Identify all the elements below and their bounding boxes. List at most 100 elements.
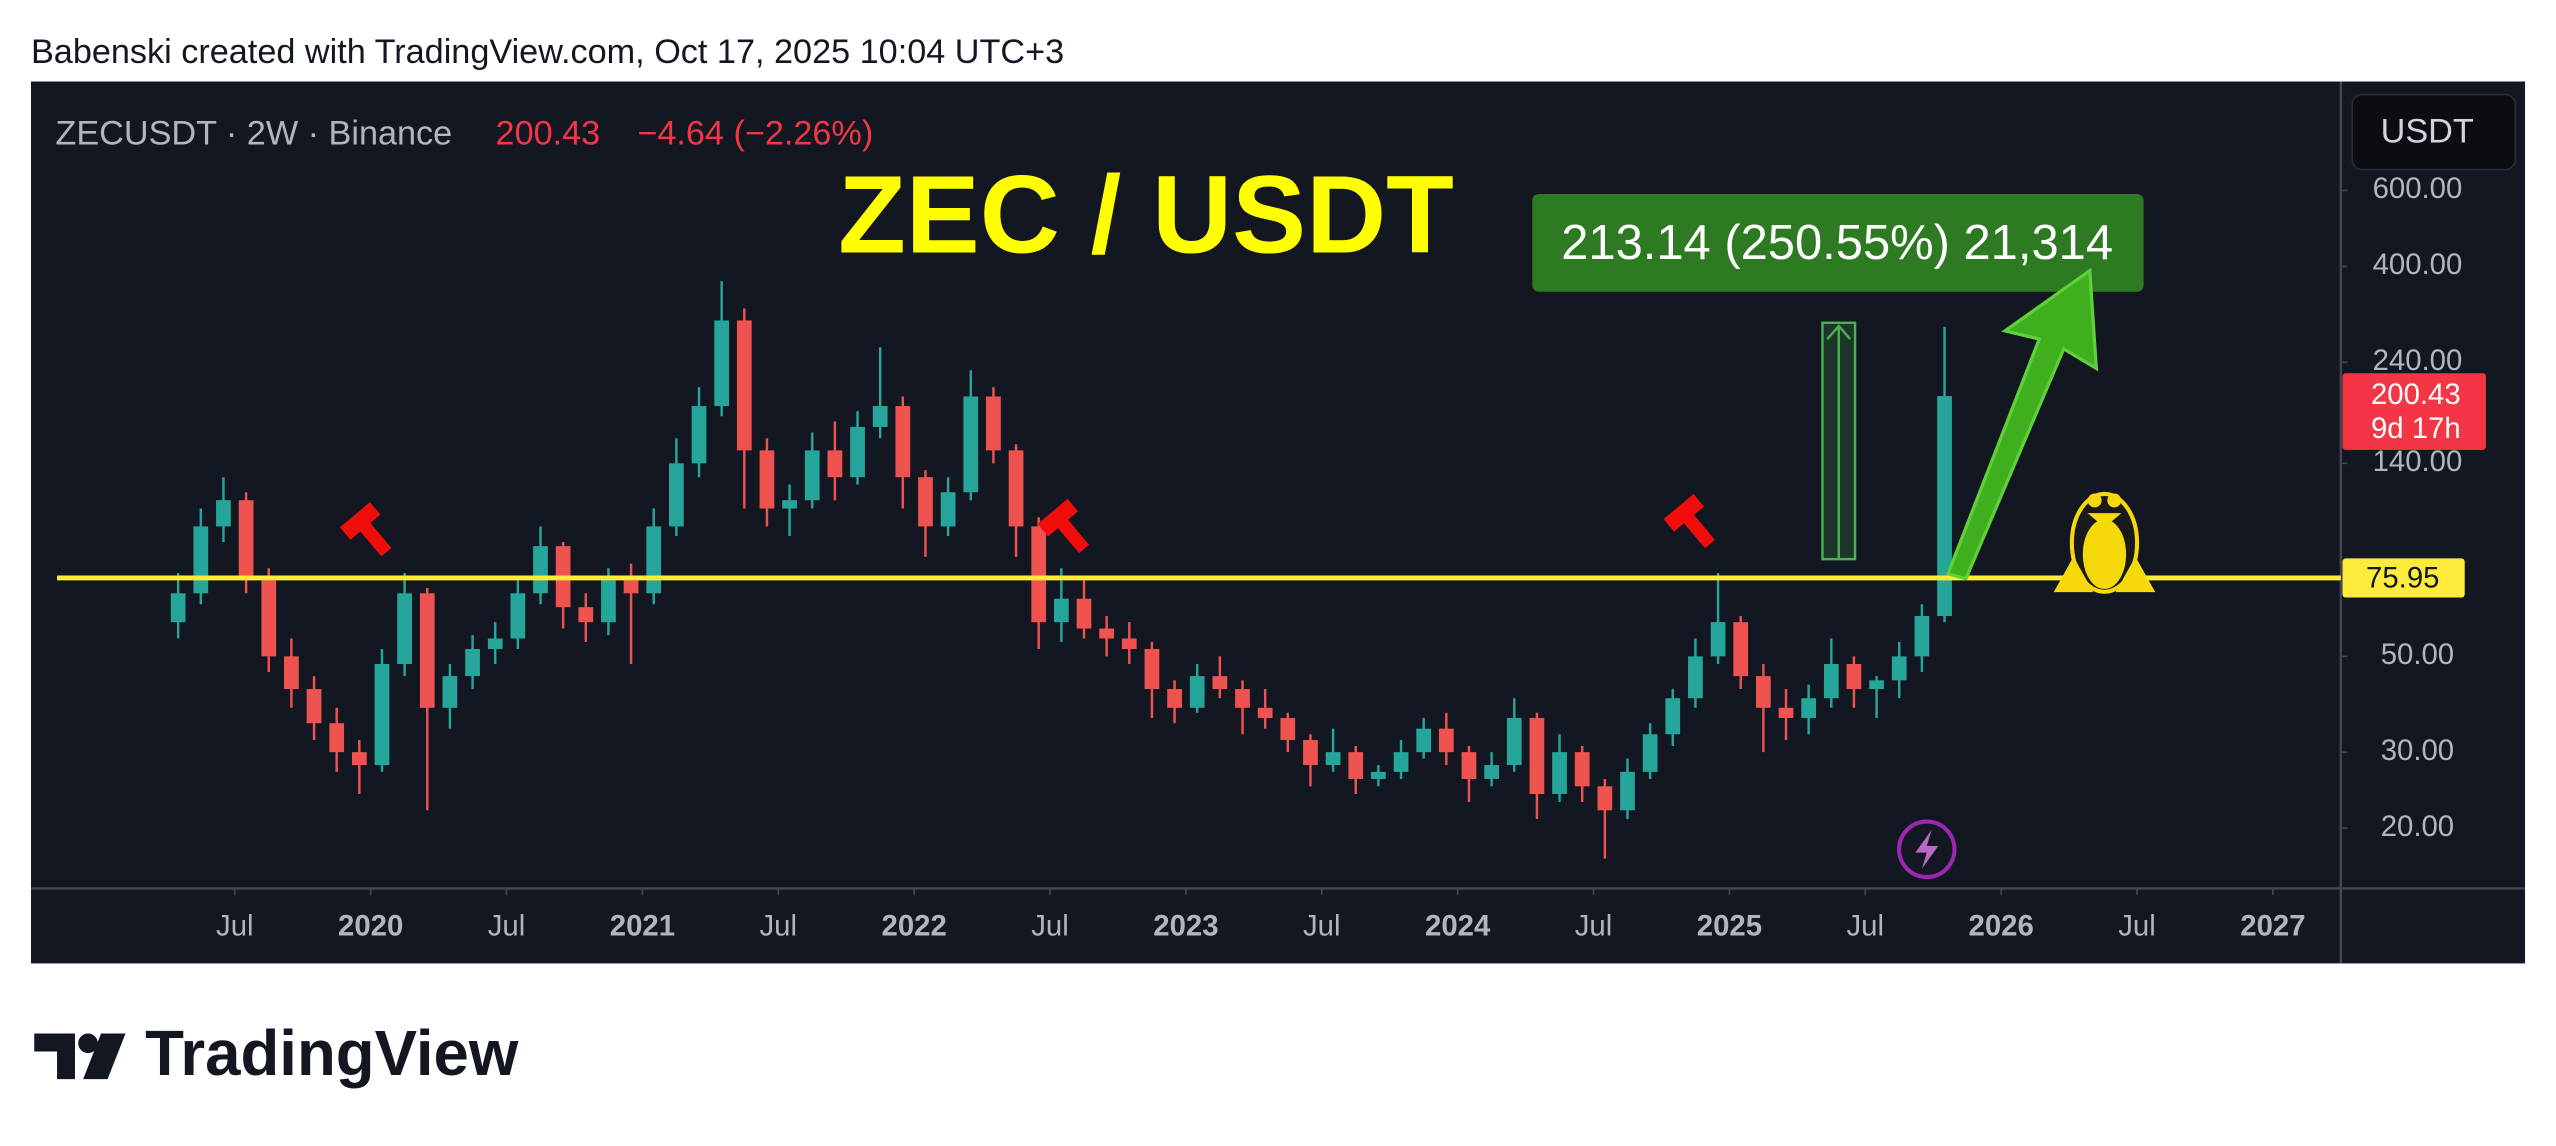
candle-body	[329, 723, 345, 753]
measure-arrow-head	[1826, 324, 1852, 340]
y-tick-label: 140.00	[2373, 445, 2463, 478]
candle-body	[578, 607, 594, 623]
candle-body	[918, 477, 933, 527]
candle-body	[465, 649, 480, 677]
y-tick-label: 20.00	[2381, 810, 2454, 843]
candle-body	[510, 593, 526, 639]
candle-body	[1371, 771, 1386, 779]
candle-body	[827, 450, 843, 478]
y-tick-label: 30.00	[2381, 734, 2454, 767]
candle-body	[1212, 676, 1228, 690]
x-tick-label: Jul	[216, 909, 253, 942]
candle-body	[1235, 689, 1250, 708]
candle-body	[1325, 752, 1341, 766]
candle-body	[351, 752, 367, 766]
brand-logo	[34, 1033, 126, 1080]
candle-body	[736, 320, 752, 451]
candle-body	[1076, 598, 1092, 629]
candle-body	[284, 656, 299, 690]
candle-body	[1778, 707, 1794, 718]
candle-body	[1438, 728, 1454, 753]
candle-body	[216, 500, 231, 527]
candle-body	[1620, 771, 1635, 811]
candle-body	[804, 450, 820, 501]
candle-body	[1257, 707, 1273, 718]
candle-body	[1144, 649, 1160, 690]
candle-body	[170, 593, 186, 623]
brand-name: TradingView	[145, 1018, 519, 1089]
x-tick-label: Jul	[1303, 909, 1340, 942]
candle-body	[1303, 740, 1318, 766]
candle-body	[1914, 616, 1930, 657]
x-tick-label: 2024	[1425, 909, 1491, 942]
y-tick-label: 50.00	[2381, 638, 2454, 671]
candle-body	[1099, 628, 1114, 639]
candle-body	[374, 664, 390, 766]
candle-body	[1461, 752, 1477, 779]
candle-body	[1121, 638, 1137, 650]
candle-body	[1189, 676, 1205, 708]
up-arrow	[1945, 267, 2099, 581]
currency-button[interactable]	[2351, 93, 2517, 171]
candle-body	[1416, 728, 1432, 753]
level-label-box	[2342, 558, 2465, 598]
candle-body	[397, 593, 412, 665]
candle-body	[533, 546, 548, 594]
candle-body	[1801, 698, 1817, 718]
candle-body	[782, 500, 797, 509]
candle-body	[850, 426, 865, 478]
candle-body	[623, 580, 639, 594]
chart-title: ZEC / USDT	[838, 154, 1454, 277]
x-tick-label: 2020	[338, 909, 403, 942]
plot-area: 600.00 400.00 240.00 140.00 50.00 30.00 20.00 J…	[57, 172, 2486, 942]
candle-body	[1393, 752, 1409, 772]
x-tick-label: Jul	[2118, 909, 2155, 942]
x-tick-label: Jul	[1847, 909, 1884, 942]
candle-body	[1733, 622, 1749, 677]
candle-body	[986, 396, 1001, 451]
candle-body	[940, 492, 956, 527]
candle-body	[1008, 450, 1024, 527]
candle-body	[1506, 717, 1522, 766]
candle-body	[1529, 717, 1545, 794]
candle-body	[1167, 689, 1182, 708]
x-tick-label: 2026	[1969, 909, 2034, 942]
candle-body	[238, 500, 254, 581]
candle-body	[1031, 526, 1047, 623]
candle-body	[1053, 598, 1069, 623]
currency-button-label[interactable]: USDT	[2381, 113, 2474, 151]
measure-box	[1532, 193, 2144, 292]
candle-body	[1869, 680, 1884, 690]
x-tick-label: 2027	[2240, 909, 2305, 942]
candle-body	[1846, 664, 1862, 690]
candle-body	[193, 526, 209, 594]
candle-body	[1937, 396, 1952, 617]
symbol: ZECUSDT · 2W · Binance	[55, 114, 452, 152]
candle-body	[669, 463, 684, 527]
lightning-icon	[1897, 819, 1957, 880]
hammer-icons	[339, 493, 1715, 557]
candle-body	[1823, 664, 1839, 699]
x-tick-label: Jul	[1031, 909, 1068, 942]
x-tick-label: Jul	[488, 909, 525, 942]
x-tick-label: 2022	[882, 909, 947, 942]
penguin-icon	[2053, 491, 2156, 594]
candle-body	[261, 580, 277, 657]
countdown: 9d 17h	[2371, 412, 2461, 445]
x-tick-label: 2025	[1697, 909, 1762, 942]
credit: Babenski created with TradingView.com, O…	[31, 33, 1064, 71]
candle-body	[601, 580, 616, 623]
last-price-box	[2342, 373, 2486, 450]
candle-body	[1891, 656, 1907, 681]
last-price-label: 200.43	[2371, 378, 2461, 411]
y-tick-label: 600.00	[2373, 172, 2463, 205]
candle-body	[1348, 752, 1364, 779]
candle-body	[1756, 676, 1771, 708]
candle-body	[1688, 656, 1703, 699]
candle-body	[1597, 786, 1613, 811]
candle-body	[1574, 752, 1590, 787]
y-tick-label: 400.00	[2373, 248, 2463, 281]
x-tick-label: 2023	[1153, 909, 1218, 942]
